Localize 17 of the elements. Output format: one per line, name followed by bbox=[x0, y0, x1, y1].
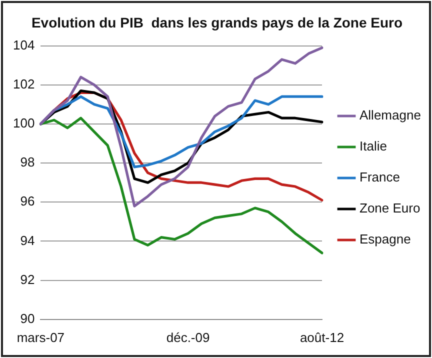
legend-label: Zone Euro bbox=[360, 200, 420, 216]
y-tick-label: 96 bbox=[20, 194, 35, 209]
legend-label: Allemagne bbox=[360, 108, 421, 123]
y-tick-label: 100 bbox=[12, 116, 35, 131]
y-tick-label: 92 bbox=[20, 272, 35, 287]
y-tick-label: 98 bbox=[20, 154, 35, 170]
x-tick-label: août-12 bbox=[300, 330, 344, 345]
y-tick-label: 90 bbox=[20, 310, 35, 326]
legend-label: France bbox=[360, 170, 400, 185]
x-tick-label: déc.-09 bbox=[166, 330, 210, 345]
y-tick-label: 94 bbox=[20, 232, 35, 248]
legend-label: Espagne bbox=[360, 232, 411, 247]
legend-label: Italie bbox=[360, 138, 387, 154]
y-tick-label: 102 bbox=[12, 76, 35, 92]
y-tick-label: 104 bbox=[12, 37, 35, 52]
x-tick-label: mars-07 bbox=[16, 330, 65, 345]
chart-title: Evolution du PIB dans les grands pays de la Zone Euro bbox=[31, 14, 403, 30]
